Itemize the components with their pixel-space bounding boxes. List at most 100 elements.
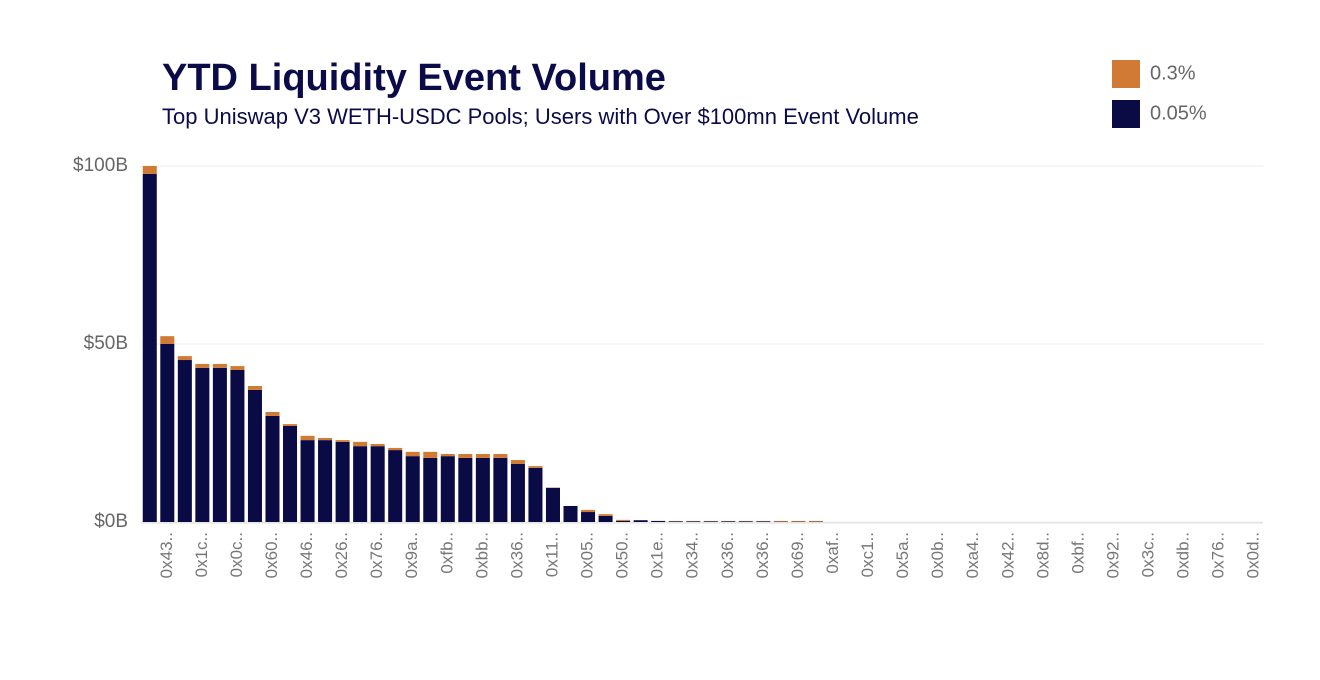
bar-segment <box>475 457 490 522</box>
x-tick-label: 0xfb.. <box>437 532 456 574</box>
bar-segment <box>598 514 613 516</box>
x-tick-label: 0x26.. <box>332 532 351 578</box>
bar-segment <box>528 467 543 522</box>
bar-segment <box>300 440 315 522</box>
x-tick-label: 0x34.. <box>683 532 702 578</box>
bar-segment <box>475 454 490 458</box>
bar-segment <box>616 519 631 521</box>
x-tick-label: 0x0c.. <box>227 532 246 577</box>
bar-segment <box>370 444 385 447</box>
bar-segment <box>738 521 753 522</box>
bar-segment <box>142 173 157 522</box>
legend-label: 0.3% <box>1150 62 1196 84</box>
legend-swatch <box>1112 100 1140 128</box>
x-tick-label: 0x76.. <box>1209 532 1228 578</box>
bar-segment <box>493 457 508 522</box>
x-tick-label: 0x36.. <box>507 532 526 578</box>
bar-segment <box>353 441 368 447</box>
bar-segment <box>545 487 560 522</box>
x-tick-label: 0x60.. <box>262 532 281 578</box>
bar-segment <box>581 512 596 522</box>
bar-segment <box>405 451 420 457</box>
bar-segment <box>265 415 280 522</box>
bar-segment <box>212 363 227 368</box>
x-tick-label: 0x1e.. <box>648 532 667 578</box>
y-tick-label: $50B <box>84 333 128 354</box>
chart-title: YTD Liquidity Event Volume <box>162 57 666 99</box>
x-tick-label: 0xdb.. <box>1174 532 1193 578</box>
bar-segment <box>703 521 718 522</box>
bar-segment <box>247 386 262 390</box>
x-tick-label: 0x05.. <box>578 532 597 578</box>
x-tick-label: 0xa4.. <box>963 532 982 578</box>
bar-segment <box>458 454 473 458</box>
bar-segment <box>510 463 525 522</box>
x-tick-label: 0x9a.. <box>402 532 421 578</box>
bar-segment <box>791 520 806 522</box>
bar-segment <box>283 425 298 522</box>
bar-segment <box>318 437 333 441</box>
chart-subtitle: Top Uniswap V3 WETH-USDC Pools; Users wi… <box>162 104 919 129</box>
bar-segment <box>388 450 403 522</box>
legend-swatch <box>1112 60 1140 88</box>
bar-segment <box>686 521 701 522</box>
x-tick-label: 0xbf.. <box>1068 532 1087 574</box>
bar-segment <box>773 520 788 522</box>
bar-segment <box>212 367 227 522</box>
bar-segment <box>423 457 438 522</box>
bar-segment <box>195 367 210 522</box>
x-tick-label: 0x0d.. <box>1244 532 1263 578</box>
bar-segment <box>528 466 543 468</box>
bar-segment <box>353 446 368 522</box>
bar-segment <box>756 521 771 522</box>
bar-segment <box>370 446 385 522</box>
x-tick-label: 0x5a.. <box>893 532 912 578</box>
bar-segment <box>581 509 596 513</box>
x-tick-label: 0xc1.. <box>858 532 877 577</box>
x-tick-label: 0x3c.. <box>1139 532 1158 577</box>
bar-segment <box>230 366 245 370</box>
x-tick-label: 0x92.. <box>1103 532 1122 578</box>
bar-segment <box>651 520 666 522</box>
x-tick-label: 0x43.. <box>157 532 176 578</box>
bar-segment <box>177 360 192 522</box>
bar-segment <box>405 456 420 522</box>
x-tick-label: 0x36.. <box>753 532 772 578</box>
bar-segment <box>195 363 210 368</box>
bar-segment <box>142 166 157 174</box>
bar-segment <box>598 515 613 522</box>
bar-segment <box>160 344 175 522</box>
bar-segment <box>668 521 683 522</box>
bar-segment <box>563 505 578 522</box>
x-tick-label: 0x76.. <box>367 532 386 578</box>
bar-segment <box>458 457 473 522</box>
bar-segment <box>440 454 455 457</box>
bar-segment <box>633 520 648 522</box>
bar-segment <box>300 435 315 441</box>
x-tick-label: 0x0b.. <box>928 532 947 578</box>
bar-segment <box>265 411 280 416</box>
x-tick-label: 0xaf.. <box>823 532 842 574</box>
legend-label: 0.05% <box>1150 102 1207 124</box>
bar-segment <box>335 440 350 442</box>
bar-segment <box>247 389 262 522</box>
x-tick-label: 0x8d.. <box>1033 532 1052 578</box>
x-tick-label: 0x1c.. <box>192 532 211 577</box>
x-tick-label: 0x36.. <box>718 532 737 578</box>
bar-segment <box>808 520 823 522</box>
bar-segment <box>230 369 245 522</box>
x-tick-label: 0x42.. <box>998 532 1017 578</box>
y-tick-label: $0B <box>94 511 128 532</box>
bar-segment <box>388 447 403 451</box>
bar-segment <box>283 424 298 426</box>
bar-segment <box>510 460 525 464</box>
bar-segment <box>721 521 736 522</box>
x-tick-label: 0xbb.. <box>472 532 491 578</box>
y-tick-label: $100B <box>73 155 128 176</box>
bar-segment <box>616 520 631 522</box>
bar-segment <box>493 454 508 458</box>
bar-segment <box>160 336 175 344</box>
x-tick-label: 0x50.. <box>613 532 632 578</box>
bar-segment <box>318 440 333 522</box>
